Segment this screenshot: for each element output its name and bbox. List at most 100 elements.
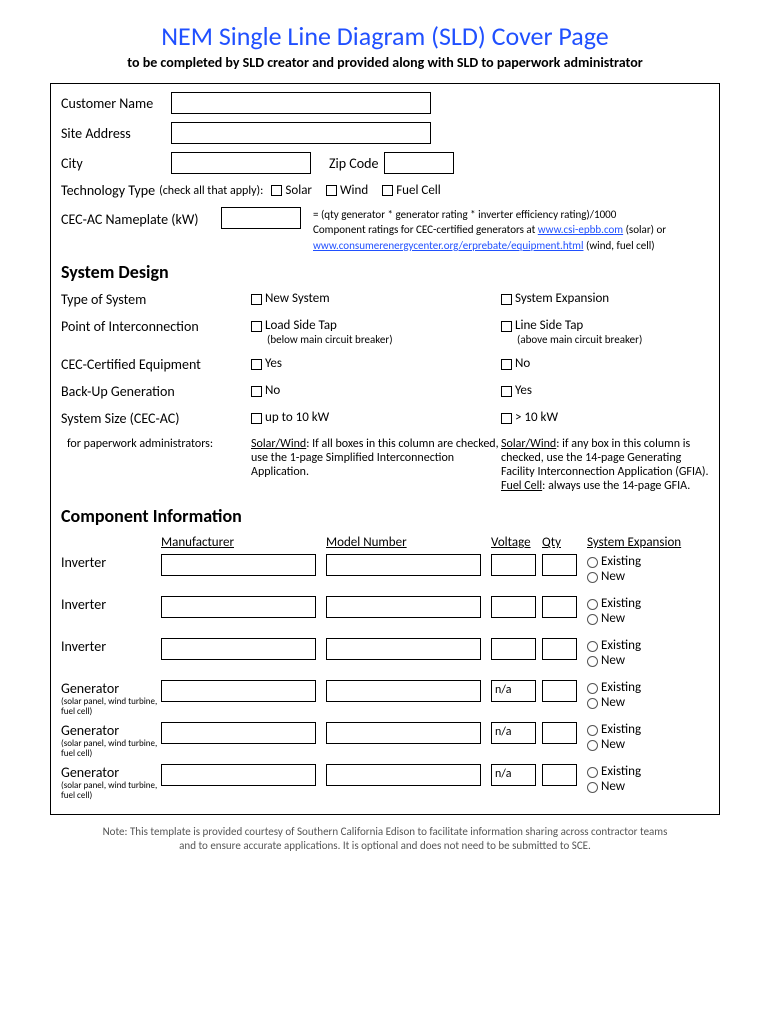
gen1-voltage-na: n/a bbox=[491, 680, 536, 702]
poi-label: Point of Interconnection bbox=[61, 318, 251, 346]
gt10-checkbox[interactable] bbox=[501, 413, 512, 424]
inv3-new-radio[interactable] bbox=[587, 656, 598, 667]
inv2-new-radio[interactable] bbox=[587, 614, 598, 625]
expansion-header: System Expansion bbox=[587, 535, 681, 550]
new-system-checkbox[interactable] bbox=[251, 294, 262, 305]
line-side-sub: (above main circuit breaker) bbox=[517, 333, 709, 346]
backup-yes-checkbox[interactable] bbox=[501, 386, 512, 397]
cec-note1: Component ratings for CEC-certified gene… bbox=[313, 223, 538, 236]
inv1-existing-radio[interactable] bbox=[587, 557, 598, 568]
inv1-voltage-input[interactable] bbox=[491, 554, 536, 576]
gen1-new-radio[interactable] bbox=[587, 698, 598, 709]
line-side-checkbox[interactable] bbox=[501, 321, 512, 332]
inverter-row-1: Inverter Existing New bbox=[61, 554, 709, 592]
inv3-model-input[interactable] bbox=[326, 638, 481, 660]
sys-expansion-checkbox[interactable] bbox=[501, 294, 512, 305]
load-side-checkbox[interactable] bbox=[251, 321, 262, 332]
admin-label: for paperwork administrators: bbox=[61, 437, 251, 493]
new-system-label: New System bbox=[265, 291, 330, 306]
gen3-new-radio[interactable] bbox=[587, 782, 598, 793]
inv3-mfr-input[interactable] bbox=[161, 638, 316, 660]
inv1-model-input[interactable] bbox=[326, 554, 481, 576]
gen3-mfr-input[interactable] bbox=[161, 764, 316, 786]
gen1-mfr-input[interactable] bbox=[161, 680, 316, 702]
generator-sublabel: (solar panel, wind turbine, fuel cell) bbox=[61, 697, 161, 717]
cec-yes-checkbox[interactable] bbox=[251, 359, 262, 370]
generator-sublabel: (solar panel, wind turbine, fuel cell) bbox=[61, 781, 161, 801]
city-label: City bbox=[61, 155, 171, 172]
site-address-input[interactable] bbox=[171, 122, 431, 144]
form-container: Customer Name Site Address City Zip Code… bbox=[50, 83, 720, 815]
inv1-qty-input[interactable] bbox=[542, 554, 577, 576]
inv3-existing-radio[interactable] bbox=[587, 641, 598, 652]
generator-label: Generator bbox=[61, 722, 161, 739]
inv2-qty-input[interactable] bbox=[542, 596, 577, 618]
load-side-label: Load Side Tap bbox=[265, 318, 337, 333]
cec-yes-label: Yes bbox=[265, 356, 282, 371]
gen1-qty-input[interactable] bbox=[542, 680, 577, 702]
solar-checkbox[interactable] bbox=[271, 185, 282, 196]
cec-note: = (qty generator * generator rating * in… bbox=[313, 207, 666, 253]
cec-no-label: No bbox=[515, 356, 530, 371]
fuelcell-checkbox[interactable] bbox=[382, 185, 393, 196]
upto10-label: up to 10 kW bbox=[265, 410, 329, 425]
gen2-voltage-na: n/a bbox=[491, 722, 536, 744]
load-side-sub: (below main circuit breaker) bbox=[267, 333, 501, 346]
gen2-qty-input[interactable] bbox=[542, 722, 577, 744]
gen2-mfr-input[interactable] bbox=[161, 722, 316, 744]
voltage-header: Voltage bbox=[491, 535, 536, 550]
gen1-existing-radio[interactable] bbox=[587, 683, 598, 694]
cec-note1b: (solar) or bbox=[623, 223, 666, 236]
inv1-mfr-input[interactable] bbox=[161, 554, 316, 576]
inverter-row-3: Inverter Existing New bbox=[61, 638, 709, 676]
component-info-header: Component Information bbox=[61, 505, 709, 527]
generator-row-3: Generator (solar panel, wind turbine, fu… bbox=[61, 764, 709, 802]
city-input[interactable] bbox=[171, 152, 311, 174]
gen3-voltage-na: n/a bbox=[491, 764, 536, 786]
csi-link[interactable]: www.csi-epbb.com bbox=[538, 223, 623, 236]
sys-expansion-label: System Expansion bbox=[515, 291, 609, 306]
backup-label: Back-Up Generation bbox=[61, 383, 251, 400]
wind-checkbox[interactable] bbox=[326, 185, 337, 196]
inverter-label: Inverter bbox=[61, 554, 161, 571]
gen2-new-radio[interactable] bbox=[587, 740, 598, 751]
mfr-header: Manufacturer bbox=[161, 535, 316, 550]
inv2-voltage-input[interactable] bbox=[491, 596, 536, 618]
cec-formula: = (qty generator * generator rating * in… bbox=[313, 207, 666, 222]
gen3-model-input[interactable] bbox=[326, 764, 481, 786]
gen3-qty-input[interactable] bbox=[542, 764, 577, 786]
cec-link2[interactable]: www.consumerenergycenter.org/erprebate/e… bbox=[313, 239, 584, 252]
cec-no-checkbox[interactable] bbox=[501, 359, 512, 370]
footer-note: Note: This template is provided courtesy… bbox=[50, 825, 720, 854]
inv2-mfr-input[interactable] bbox=[161, 596, 316, 618]
inv3-voltage-input[interactable] bbox=[491, 638, 536, 660]
inv3-qty-input[interactable] bbox=[542, 638, 577, 660]
gen1-model-input[interactable] bbox=[326, 680, 481, 702]
admin-col1: Solar/Wind: If all boxes in this column … bbox=[251, 437, 501, 493]
zip-input[interactable] bbox=[384, 152, 454, 174]
gen2-existing-radio[interactable] bbox=[587, 725, 598, 736]
generator-label: Generator bbox=[61, 680, 161, 697]
page-subtitle: to be completed by SLD creator and provi… bbox=[50, 54, 720, 71]
customer-name-label: Customer Name bbox=[61, 95, 171, 112]
customer-name-input[interactable] bbox=[171, 92, 431, 114]
backup-no-checkbox[interactable] bbox=[251, 386, 262, 397]
size-label: System Size (CEC-AC) bbox=[61, 410, 251, 427]
inv1-new-radio[interactable] bbox=[587, 572, 598, 583]
admin-col2: Solar/Wind: if any box in this column is… bbox=[501, 437, 709, 493]
gt10-label: > 10 kW bbox=[515, 410, 558, 425]
cec-nameplate-input[interactable] bbox=[221, 207, 301, 229]
system-design-header: System Design bbox=[61, 261, 709, 283]
line-side-label: Line Side Tap bbox=[515, 318, 583, 333]
qty-header: Qty bbox=[542, 535, 577, 550]
gen2-model-input[interactable] bbox=[326, 722, 481, 744]
gen3-existing-radio[interactable] bbox=[587, 767, 598, 778]
inverter-row-2: Inverter Existing New bbox=[61, 596, 709, 634]
cec-nameplate-label: CEC-AC Nameplate (kW) bbox=[61, 207, 221, 228]
upto10-checkbox[interactable] bbox=[251, 413, 262, 424]
generator-sublabel: (solar panel, wind turbine, fuel cell) bbox=[61, 739, 161, 759]
inv2-existing-radio[interactable] bbox=[587, 599, 598, 610]
wind-label: Wind bbox=[340, 183, 368, 198]
site-address-label: Site Address bbox=[61, 125, 171, 142]
inv2-model-input[interactable] bbox=[326, 596, 481, 618]
